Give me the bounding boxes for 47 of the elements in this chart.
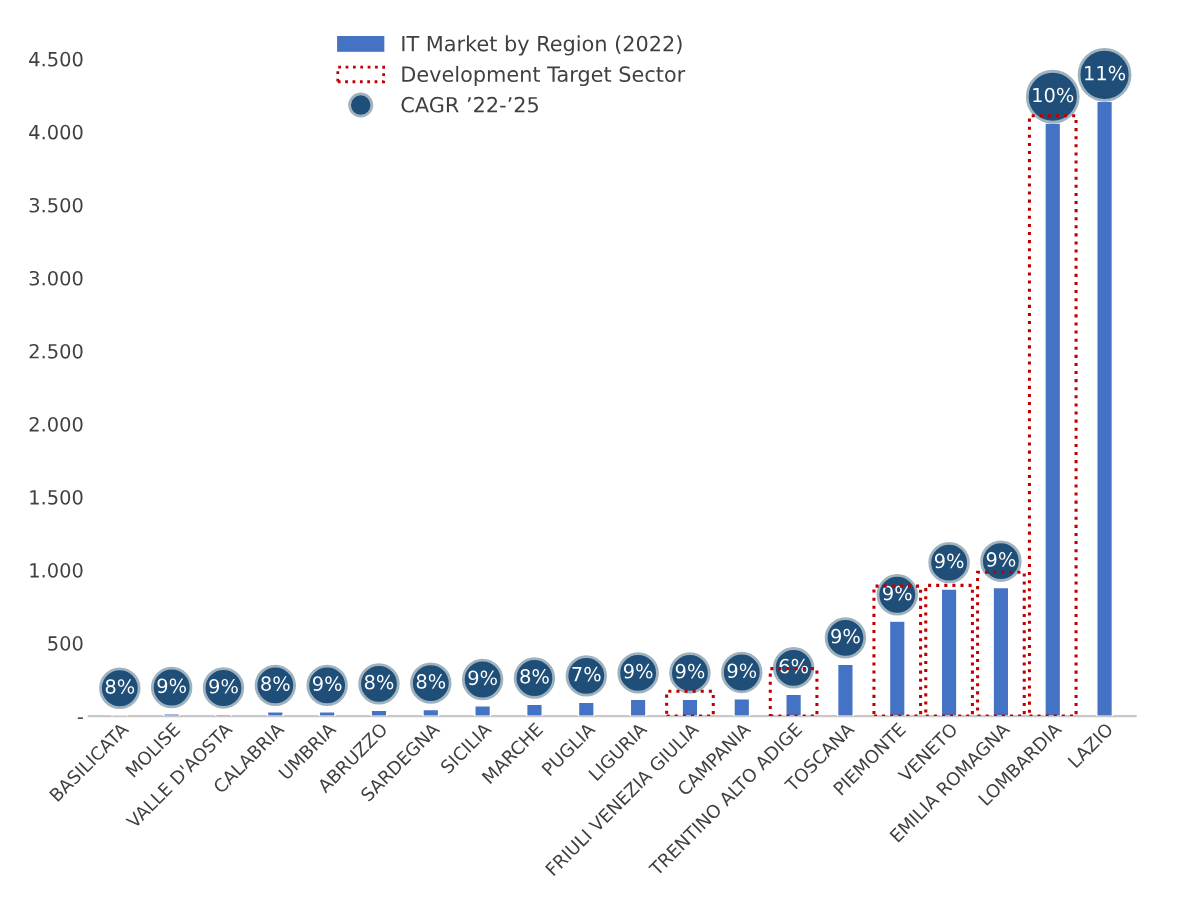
annotation: 9%: [883, 585, 912, 601]
annotation: 9%: [623, 663, 653, 679]
bar: [318, 711, 336, 717]
y-tick-label: 4.500: [29, 51, 83, 67]
bar: [785, 693, 803, 717]
bar: [836, 663, 854, 717]
bar: [992, 586, 1010, 717]
y-tick-label: -: [77, 717, 83, 719]
bar: [888, 620, 906, 717]
annotation: CAGR ’22-’25: [401, 96, 538, 113]
y-tick-label: 500: [48, 636, 83, 651]
bar: [577, 701, 595, 717]
annotation: 9%: [831, 628, 860, 644]
y-tick-label: 1.000: [30, 563, 83, 578]
annotation: 8%: [105, 679, 135, 694]
annotation: 9%: [157, 678, 186, 694]
bar: [266, 711, 284, 717]
legend-label: Development Target Sector: [402, 65, 686, 87]
annotation: 9%: [986, 552, 1016, 567]
bar: [474, 705, 492, 717]
annotation: 8%: [364, 674, 394, 690]
annotation: 11%: [1085, 65, 1126, 81]
annotation: 9%: [675, 663, 705, 679]
bar: [733, 698, 751, 717]
bar: [525, 703, 543, 717]
bar: [681, 698, 699, 717]
bar: [629, 698, 647, 717]
bar: [163, 713, 181, 717]
y-tick-label: 2.000: [29, 416, 83, 432]
annotation: 9%: [209, 678, 238, 694]
annotation: 10%: [1033, 87, 1074, 103]
annotation: 8%: [520, 668, 549, 684]
annotation: 8%: [261, 676, 290, 691]
y-tick-label: 2.500: [29, 343, 83, 359]
y-tick-label: 3.000: [29, 270, 83, 286]
bar: [422, 708, 440, 717]
y-tick-label: 3.500: [29, 197, 83, 213]
y-tick-label: 4.000: [29, 124, 83, 140]
bar: [940, 588, 958, 717]
annotation: 9%: [727, 663, 757, 679]
annotation: 9%: [934, 553, 964, 569]
annotation: 7%: [572, 666, 601, 682]
annotation: 9%: [468, 670, 497, 686]
legend-label: IT Market by Region (2022): [402, 35, 682, 56]
annotation: 8%: [416, 674, 446, 689]
y-tick-label: 1.500: [30, 489, 83, 505]
annotation: 9%: [312, 676, 342, 691]
